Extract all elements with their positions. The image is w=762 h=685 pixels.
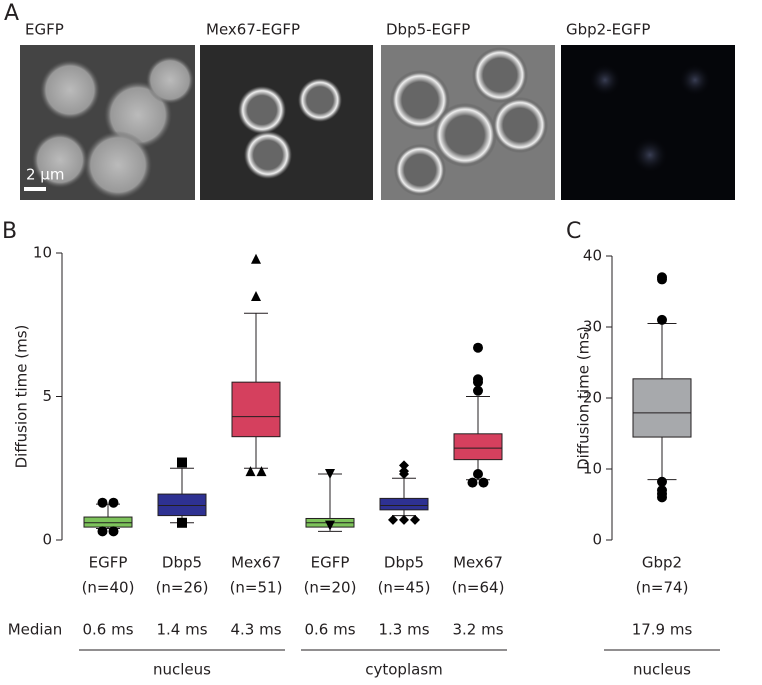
median-row-label: Median [8, 621, 63, 639]
y-axis-title: Diffusion time (ms) [575, 326, 593, 470]
x-tick-label: Dbp5 [162, 554, 202, 572]
outlier [245, 466, 256, 477]
micrograph [20, 45, 195, 200]
y-tick-label: 0 [592, 531, 602, 549]
y-tick-label: 40 [583, 247, 602, 265]
panel-label: B [2, 219, 17, 244]
y-tick-label: 10 [33, 244, 52, 262]
y-tick-label: 20 [583, 389, 602, 407]
outlier [473, 468, 483, 479]
outlier [388, 514, 398, 525]
y-tick-label: 5 [42, 387, 52, 405]
group-label: cytoplasm [365, 661, 443, 679]
outlier [399, 468, 409, 479]
outlier [399, 460, 409, 471]
median-label: 0.6 ms [304, 621, 355, 639]
median-label: 1.3 ms [378, 621, 429, 639]
x-tick-label: Gbp2 [642, 554, 682, 572]
outlier [657, 274, 667, 285]
image-label: EGFP [25, 21, 64, 39]
outlier [657, 314, 667, 325]
outlier [108, 497, 119, 508]
image-label: Dbp5-EGFP [386, 21, 470, 39]
outlier [251, 291, 261, 302]
box [453, 433, 503, 461]
group-label: nucleus [153, 661, 211, 679]
outlier [177, 517, 187, 528]
outlier [256, 466, 267, 477]
median-label: 0.6 ms [82, 621, 133, 639]
count-label: (n=40) [82, 579, 135, 597]
scale-bar-label: 2 µm [26, 166, 64, 184]
count-label: (n=51) [230, 579, 283, 597]
outlier [473, 342, 483, 353]
x-tick-label: Mex67 [231, 554, 281, 572]
count-label: (n=20) [304, 579, 357, 597]
micrograph [561, 45, 735, 200]
outlier [410, 514, 420, 525]
outlier [467, 477, 478, 488]
median-label: 1.4 ms [156, 621, 207, 639]
box [83, 516, 133, 528]
box [632, 378, 692, 438]
count-label: (n=26) [156, 579, 209, 597]
box [379, 497, 429, 511]
outlier [325, 520, 335, 531]
panel-label: C [566, 219, 581, 244]
micrograph [381, 45, 555, 200]
median-label: 3.2 ms [452, 621, 503, 639]
outlier [325, 468, 335, 479]
outlier [108, 526, 119, 537]
count-label: (n=45) [378, 579, 431, 597]
x-tick-label: Mex67 [453, 554, 503, 572]
count-label: (n=64) [452, 579, 505, 597]
image-label: Gbp2-EGFP [566, 21, 650, 39]
median-label: 17.9 ms [632, 621, 693, 639]
group-label: nucleus [633, 661, 691, 679]
count-label: (n=74) [636, 579, 689, 597]
outlier [478, 477, 489, 488]
outlier [473, 377, 483, 388]
y-tick-label: 30 [583, 318, 602, 336]
y-axis-title: Diffusion time (ms) [13, 325, 31, 469]
x-tick-label: EGFP [89, 554, 128, 572]
box [231, 381, 281, 438]
outlier [399, 514, 409, 525]
micrograph [200, 45, 373, 200]
outlier [473, 385, 483, 396]
outlier [97, 497, 108, 508]
outlier [97, 526, 108, 537]
y-tick-label: 0 [42, 531, 52, 549]
x-tick-label: EGFP [311, 554, 350, 572]
box [157, 493, 207, 517]
y-tick-label: 10 [583, 460, 602, 478]
outlier [177, 457, 187, 468]
image-label: Mex67-EGFP [206, 21, 300, 39]
median-label: 4.3 ms [230, 621, 281, 639]
outlier [657, 488, 667, 499]
panel-label: A [4, 1, 19, 26]
outlier [657, 476, 667, 487]
outlier [251, 253, 261, 264]
x-tick-label: Dbp5 [384, 554, 424, 572]
